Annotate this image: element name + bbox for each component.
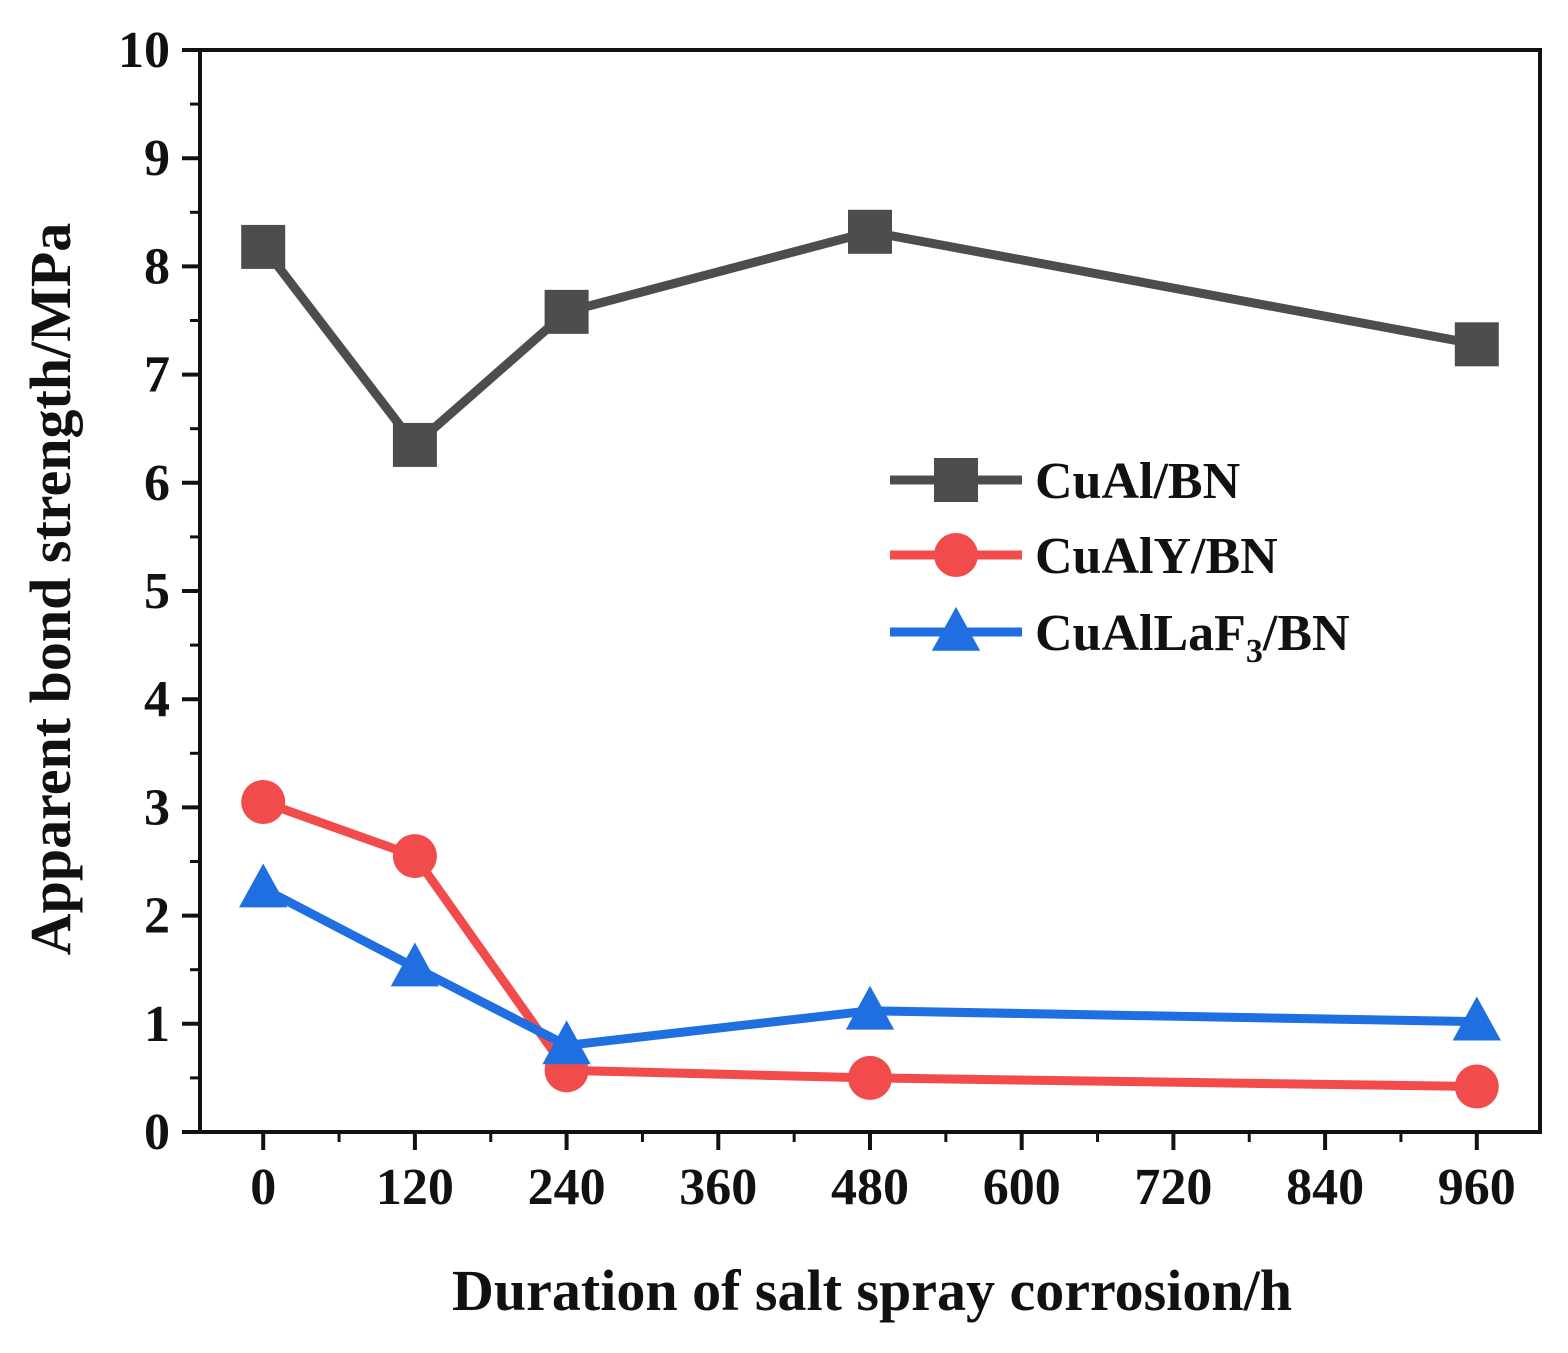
legend-entry: CuAl/BN <box>890 453 1240 510</box>
y-axis-title: Apparent bond strength/MPa <box>18 223 83 956</box>
data-point <box>544 289 589 334</box>
legend-label-part: CuAl/BN <box>1035 453 1240 510</box>
legend-label-subscript: 3 <box>1246 633 1263 670</box>
x-tick-label: 960 <box>1438 1159 1516 1216</box>
x-tick-label: 600 <box>983 1159 1061 1216</box>
legend-marker <box>931 606 981 651</box>
y-tick-label: 5 <box>144 563 170 620</box>
legend: CuAl/BN CuAlY/BN CuAlLaF3/BN <box>890 453 1350 670</box>
y-tick-label: 9 <box>144 130 170 187</box>
data-point <box>241 779 286 824</box>
legend-marker <box>934 458 978 502</box>
legend-entry: CuAlY/BN <box>890 528 1278 585</box>
series-cuallaf3-bn <box>239 863 1501 1065</box>
legend-label-part: /BN <box>1262 605 1350 662</box>
x-axis-title: Duration of salt spray corrosion/h <box>452 1258 1292 1323</box>
series-layer <box>239 209 1501 1109</box>
legend-entry: CuAlLaF3/BN <box>890 605 1350 670</box>
data-point <box>241 224 286 269</box>
y-tick-label: 2 <box>144 888 170 945</box>
data-point <box>239 863 288 908</box>
y-tick-label: 7 <box>144 347 170 404</box>
legend-marker <box>934 533 978 577</box>
y-tick-label: 3 <box>144 779 170 836</box>
data-point <box>542 1020 591 1065</box>
series-cualy-bn <box>241 779 1499 1109</box>
x-tick-label: 840 <box>1286 1159 1364 1216</box>
series-line <box>261 797 1477 1092</box>
legend-label: CuAlY/BN <box>1035 528 1278 585</box>
y-tick-label: 8 <box>144 238 170 295</box>
x-tick-label: 360 <box>679 1159 757 1216</box>
y-tick-label: 0 <box>144 1104 170 1161</box>
data-point <box>392 422 437 467</box>
data-point <box>848 1055 892 1100</box>
y-tick-label: 6 <box>144 455 170 512</box>
series-cual-bn <box>241 209 1499 467</box>
legend-label-part: CuAlLaF <box>1035 605 1246 662</box>
data-point <box>1454 322 1499 367</box>
y-tick-label: 10 <box>118 22 170 79</box>
data-point <box>392 834 437 879</box>
axes: 0 120 240 360 480 600 720 840 960 0 1 2 3 4 5 6 7 8 9 10 <box>118 22 1542 1216</box>
data-point <box>845 985 895 1030</box>
x-tick-label: 240 <box>528 1159 606 1216</box>
legend-label-part: CuAlY/BN <box>1035 528 1278 585</box>
y-tick-label: 1 <box>144 996 170 1053</box>
data-point <box>848 209 892 254</box>
data-point <box>1454 1064 1499 1109</box>
x-tick-label: 0 <box>250 1159 276 1216</box>
series-line <box>259 227 1478 450</box>
x-tick-label: 480 <box>831 1159 909 1216</box>
data-point <box>390 942 440 987</box>
legend-label: CuAlLaF3/BN <box>1035 605 1350 670</box>
x-tick-label: 720 <box>1134 1159 1212 1216</box>
legend-label: CuAl/BN <box>1035 453 1240 510</box>
x-tick-label: 120 <box>376 1159 454 1216</box>
data-point <box>1452 996 1501 1041</box>
y-tick-label: 4 <box>144 671 170 728</box>
